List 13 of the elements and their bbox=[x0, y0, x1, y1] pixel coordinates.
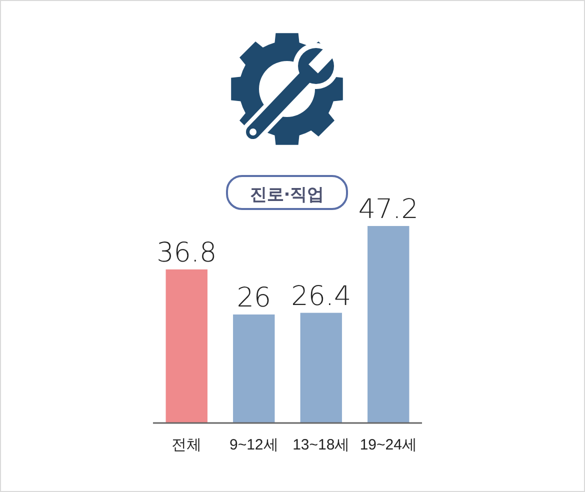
x-tick-label: 13~18세 bbox=[292, 436, 350, 454]
data-label: 26 bbox=[236, 282, 272, 314]
x-tick-label: 전체 bbox=[172, 436, 202, 454]
bar bbox=[166, 269, 208, 423]
x-tick-label: 19~24세 bbox=[360, 436, 417, 454]
bar bbox=[233, 314, 275, 423]
data-label: 36.8 bbox=[156, 237, 217, 268]
bar bbox=[368, 226, 410, 423]
x-tick-label: 9~12세 bbox=[229, 436, 278, 454]
chart-title: 진로·직업 bbox=[250, 185, 324, 205]
bar bbox=[300, 312, 342, 423]
data-label: 47.2 bbox=[358, 194, 418, 225]
data-label: 26.4 bbox=[291, 280, 352, 312]
